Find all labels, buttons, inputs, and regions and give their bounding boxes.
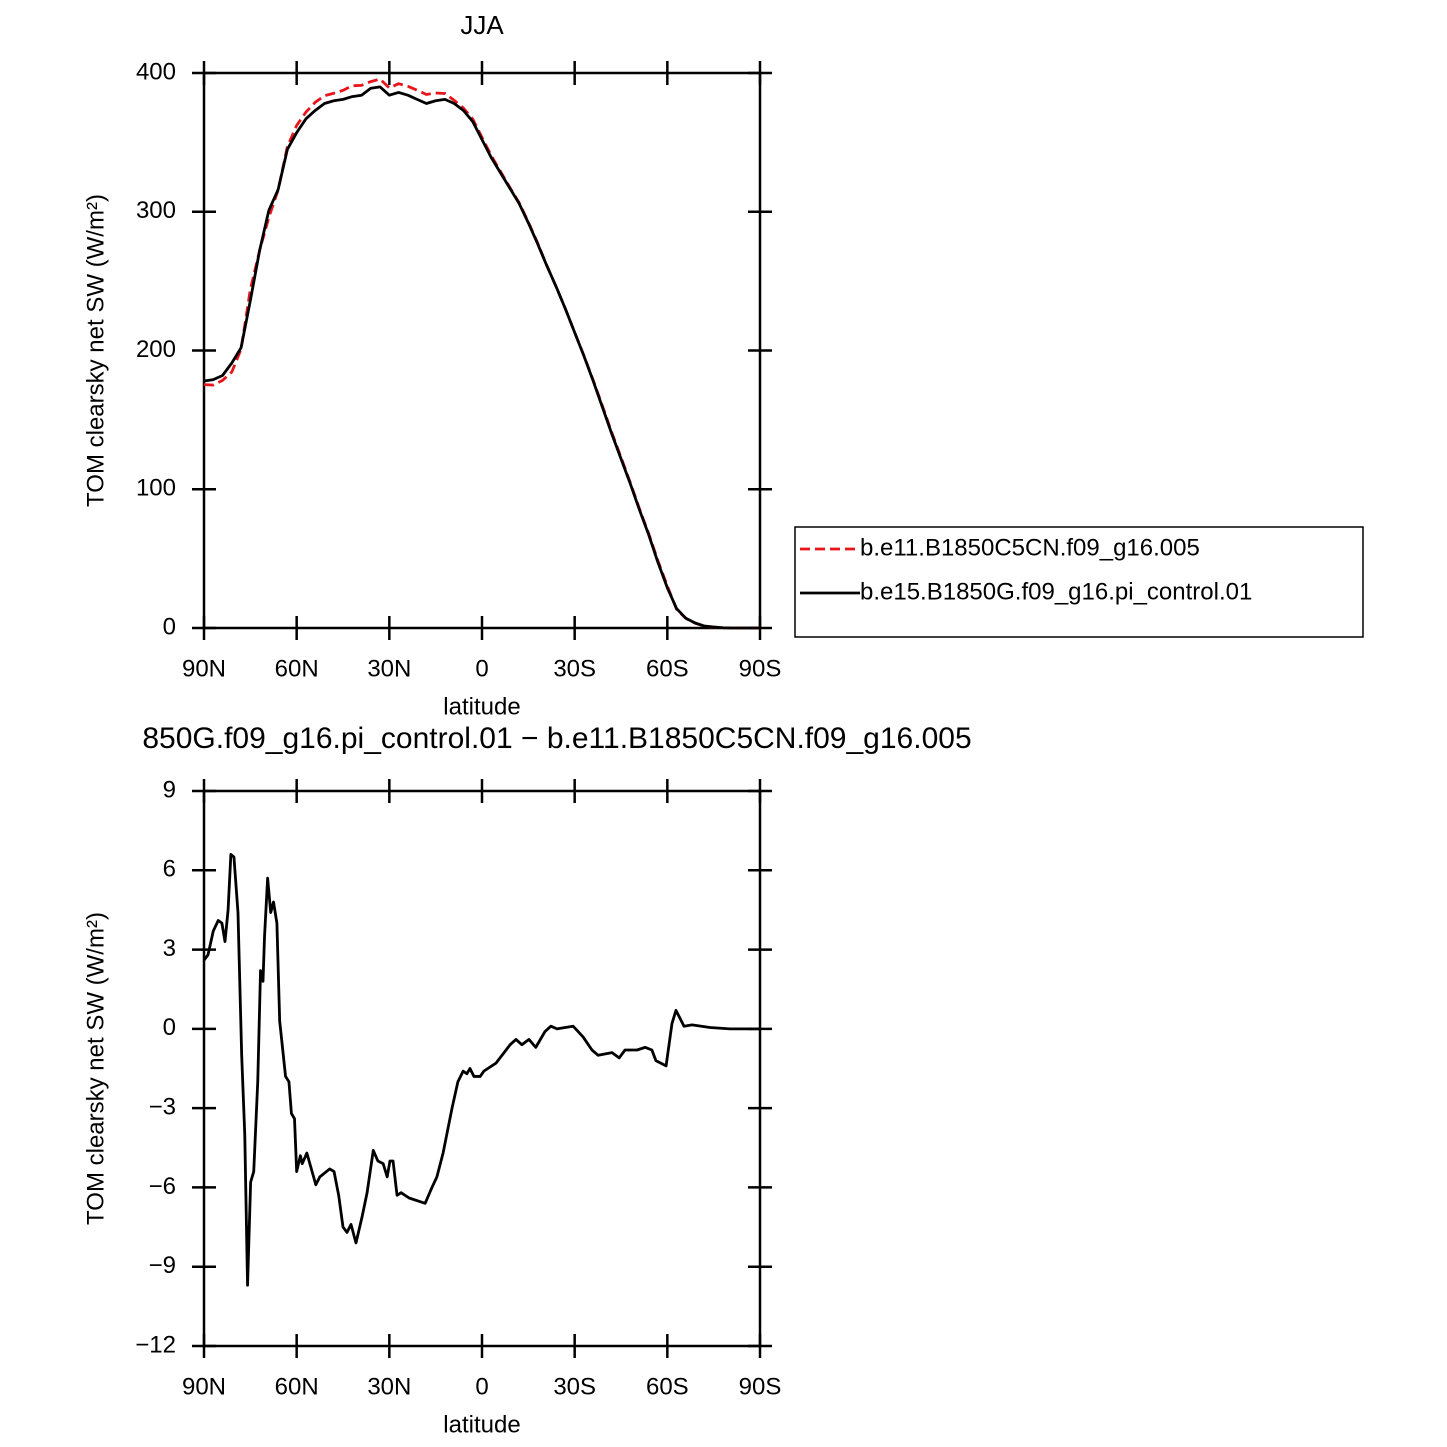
x-tick-label: 30S	[553, 655, 596, 682]
x-tick-label: 90N	[182, 1373, 226, 1400]
x-tick-label: 30N	[367, 655, 411, 682]
y-axis-label: TOM clearsky net SW (W/m²)	[82, 912, 109, 1225]
y-tick-label: −6	[149, 1173, 176, 1200]
y-tick-label: −3	[149, 1093, 176, 1120]
y-tick-label: 0	[163, 1014, 176, 1041]
x-tick-label: 90S	[739, 655, 782, 682]
x-tick-label: 30N	[367, 1373, 411, 1400]
plot-frame	[202, 71, 762, 630]
x-tick-label: 30S	[553, 1373, 596, 1400]
chart-title: 850G.f09_g16.pi_control.01 − b.e11.B1850…	[142, 722, 971, 755]
y-tick-label: 200	[136, 336, 176, 363]
plot-frame	[202, 789, 762, 1348]
y-tick-label: −9	[149, 1252, 176, 1279]
chart-title: JJA	[460, 10, 504, 40]
data-line	[202, 853, 760, 1287]
y-tick-label: 0	[163, 613, 176, 640]
x-tick-label: 60S	[646, 1373, 689, 1400]
x-tick-label: 0	[475, 1373, 488, 1400]
y-tick-label: 300	[136, 197, 176, 224]
legend-label: b.e11.B1850C5CN.f09_g16.005	[860, 534, 1200, 561]
x-tick-label: 0	[475, 655, 488, 682]
y-tick-label: 100	[136, 475, 176, 502]
legend-label: b.e15.B1850G.f09_g16.pi_control.01	[860, 578, 1252, 605]
y-tick-label: 6	[163, 856, 176, 883]
x-tick-label: 60N	[275, 1373, 319, 1400]
y-tick-label: 400	[136, 58, 176, 85]
y-tick-label: −12	[135, 1331, 176, 1358]
x-axis-label: latitude	[443, 693, 520, 720]
x-tick-label: 60N	[275, 655, 319, 682]
x-axis-label: latitude	[443, 1411, 520, 1438]
x-tick-label: 90N	[182, 655, 226, 682]
y-tick-label: 9	[163, 776, 176, 803]
data-line	[203, 85, 760, 630]
legend-box	[794, 526, 1364, 638]
x-tick-label: 60S	[646, 655, 689, 682]
x-tick-label: 90S	[739, 1373, 782, 1400]
y-axis-label: TOM clearsky net SW (W/m²)	[82, 194, 109, 507]
data-line	[203, 77, 760, 630]
y-tick-label: 3	[163, 935, 176, 962]
